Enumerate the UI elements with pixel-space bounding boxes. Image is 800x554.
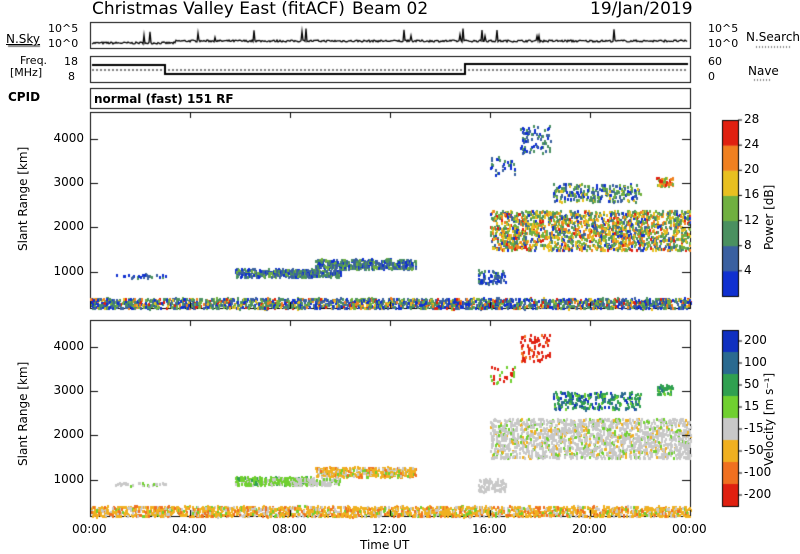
y-tick-label: 3000: [53, 383, 84, 397]
power-colorbar-tick: 4: [744, 262, 752, 277]
y-tick-label: 3000: [53, 175, 84, 189]
y-tick-label: 2000: [53, 219, 84, 233]
cpid-label: CPID: [8, 90, 41, 104]
power-colorbar-tick: 20: [744, 162, 760, 177]
y-tick-label: 1000: [53, 472, 84, 486]
x-tick-label: 08:00: [272, 522, 307, 536]
power-colorbar-tick: 16: [744, 187, 760, 202]
velocity-ylabel: Slant Range [km]: [16, 361, 30, 466]
x-tick-label: 00:00: [672, 522, 707, 536]
velocity-colorbar-tick: 200: [744, 333, 767, 347]
y-tick-label: 4000: [53, 131, 84, 145]
power-colorbar-tick: 28: [744, 112, 760, 126]
beam-title: Beam 02: [352, 0, 429, 19]
power-ylabel: Slant Range [km]: [16, 146, 30, 251]
noise-tick-low-left: 10^0: [48, 37, 79, 50]
velocity-colorbar-tick: -200: [744, 487, 772, 501]
x-tick-label: 00:00: [72, 522, 107, 536]
y-tick-label: 1000: [53, 264, 84, 278]
y-tick-label: 4000: [53, 339, 84, 353]
date-title: 19/Jan/2019: [590, 0, 693, 19]
noise-tick-low-right: 10^0: [708, 37, 739, 50]
velocity-colorbar-tick: -100: [744, 465, 772, 479]
freq-tick-high: 18: [64, 55, 78, 68]
x-tick-label: 12:00: [372, 522, 407, 536]
freq-label: Freq.: [20, 54, 48, 67]
velocity-colorbar-tick: -15: [744, 421, 764, 435]
velocity-colorbar-tick: -50: [744, 443, 764, 457]
nave-tick-high: 60: [708, 55, 722, 68]
velocity-colorbar-tick: 15: [744, 399, 760, 413]
cpid-value: normal (fast) 151 RF: [94, 92, 234, 106]
power-colorbar-tick: 8: [744, 237, 752, 252]
power-colorbar-tick: 12: [744, 212, 760, 227]
noise-tick-high-right: 10^5: [708, 22, 739, 35]
nsearch-label: N.Search: [746, 30, 800, 44]
y-tick-label: 2000: [53, 427, 84, 441]
x-tick-label: 16:00: [472, 522, 507, 536]
nave-tick-low: 0: [708, 70, 715, 83]
freq-unit-label: [MHz]: [10, 66, 43, 79]
velocity-colorbar-label: Velocity [m s⁻¹]: [762, 372, 776, 466]
power-colorbar-tick: 24: [744, 137, 760, 152]
x-tick-label: 04:00: [172, 522, 207, 536]
x-tick-label: 20:00: [572, 522, 607, 536]
nsky-label: N.Sky: [6, 32, 41, 46]
station-title: Christmas Valley East (fitACF): [92, 0, 345, 19]
freq-tick-low: 8: [68, 70, 75, 83]
noise-tick-high-left: 10^5: [48, 22, 79, 35]
nave-label: Nave: [748, 64, 779, 78]
velocity-colorbar-tick: 100: [744, 355, 767, 369]
time-xlabel: Time UT: [360, 538, 410, 552]
velocity-colorbar-tick: 50: [744, 377, 760, 391]
power-colorbar-label: Power [dB]: [762, 184, 776, 250]
